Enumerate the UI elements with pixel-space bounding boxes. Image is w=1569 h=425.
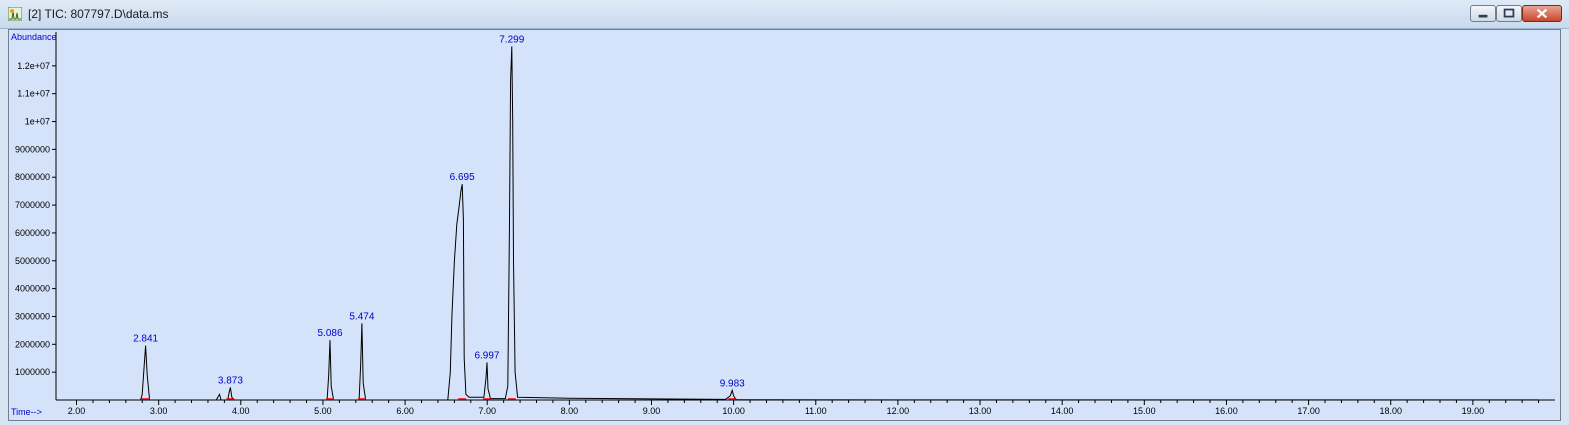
maximize-button[interactable] [1496, 5, 1522, 22]
y-tick-label: 5000000 [15, 256, 50, 266]
peak-label[interactable]: 3.873 [218, 375, 243, 386]
y-tick-label: 1.2e+07 [17, 61, 50, 71]
y-axis-label: Abundance [11, 32, 57, 42]
title-bar[interactable]: [2] TIC: 807797.D\data.ms [0, 0, 1569, 29]
x-tick-label: 3.00 [150, 406, 168, 416]
peak-label[interactable]: 5.474 [349, 311, 374, 322]
x-tick-label: 15.00 [1133, 406, 1156, 416]
x-tick-label: 18.00 [1379, 406, 1402, 416]
x-tick-label: 13.00 [969, 406, 992, 416]
x-tick-label: 12.00 [887, 406, 910, 416]
x-tick-label: 6.00 [396, 406, 414, 416]
x-tick-label: 17.00 [1297, 406, 1320, 416]
y-tick-label: 7000000 [15, 200, 50, 210]
close-icon [1536, 8, 1548, 19]
chromatogram-chart[interactable]: Abundance Time--> 1000000 2000000 3000000 400… [9, 30, 1560, 420]
minimize-button[interactable] [1470, 5, 1496, 22]
x-tick-label: 19.00 [1462, 406, 1485, 416]
y-tick-label: 1e+07 [25, 117, 50, 127]
tic-trace-line [60, 46, 1539, 401]
peak-label[interactable]: 5.086 [317, 328, 342, 339]
y-tick-label: 9000000 [15, 144, 50, 154]
x-tick-label: 16.00 [1215, 406, 1238, 416]
peak-label[interactable]: 9.983 [720, 378, 745, 389]
y-tick-label: 8000000 [15, 172, 50, 182]
x-tick-label: 2.00 [68, 406, 86, 416]
y-tick-label: 3000000 [15, 311, 50, 321]
close-button[interactable] [1522, 5, 1562, 22]
x-tick-label: 10.00 [722, 406, 745, 416]
y-tick-label: 1.1e+07 [17, 89, 50, 99]
minimize-icon [1478, 14, 1488, 18]
chromatogram-app-icon [8, 7, 22, 21]
y-tick-label: 2000000 [15, 339, 50, 349]
peak-label[interactable]: 6.695 [450, 172, 475, 183]
window-title: [2] TIC: 807797.D\data.ms [28, 7, 169, 21]
x-tick-label: 9.00 [643, 406, 661, 416]
plot-area[interactable]: Abundance Time--> 1000000 2000000 3000000 400… [8, 29, 1561, 421]
peak-label[interactable]: 7.299 [499, 34, 524, 45]
x-tick-label: 14.00 [1051, 406, 1074, 416]
x-tick-label: 4.00 [232, 406, 250, 416]
x-tick-label: 11.00 [805, 406, 827, 416]
y-tick-label: 6000000 [15, 228, 50, 238]
peak-label[interactable]: 2.841 [133, 334, 158, 345]
x-tick-label: 8.00 [561, 406, 579, 416]
x-tick-label: 7.00 [478, 406, 496, 416]
x-axis-label: Time--> [11, 407, 42, 417]
x-tick-label: 5.00 [314, 406, 332, 416]
y-tick-label: 1000000 [15, 367, 50, 377]
restore-icon [1503, 8, 1515, 18]
peak-label[interactable]: 6.997 [474, 350, 499, 361]
y-tick-label: 4000000 [15, 284, 50, 294]
